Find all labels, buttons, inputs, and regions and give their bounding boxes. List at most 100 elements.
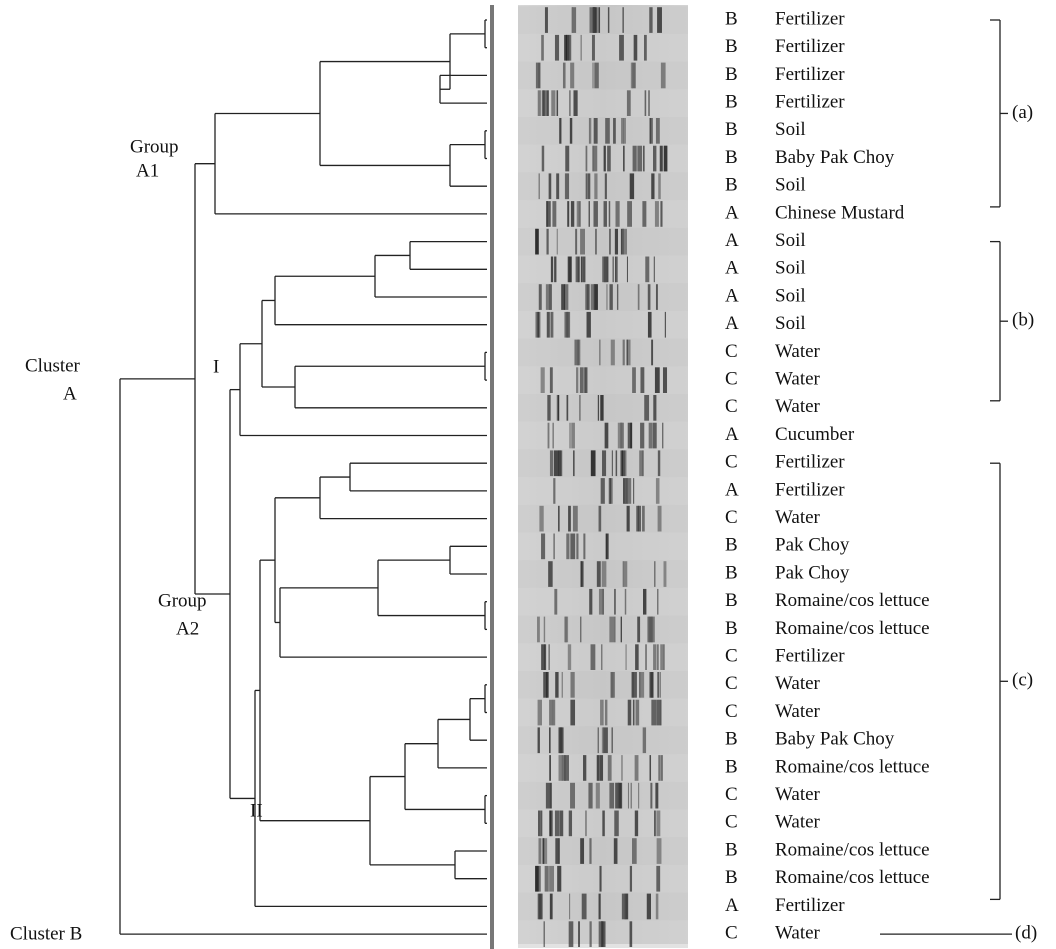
gel-band [549, 700, 553, 726]
gel-band [593, 7, 595, 33]
gel-band [547, 395, 550, 421]
gel-band [625, 589, 626, 615]
gel-band [570, 118, 572, 144]
gel-band [535, 229, 538, 255]
gel-band [570, 783, 575, 809]
gel-band [615, 229, 618, 255]
site-label: A [725, 202, 739, 223]
gel-lane [518, 117, 688, 145]
gel-band [565, 173, 569, 199]
group-label: (d) [1015, 922, 1037, 943]
gel-band [658, 173, 661, 199]
gel-band [546, 201, 551, 227]
gel-band [555, 811, 559, 837]
gel-band [564, 35, 567, 61]
gel-band [549, 727, 551, 753]
gel-band [557, 866, 561, 892]
gel-band [586, 173, 587, 199]
gel-band [663, 367, 667, 393]
gel-band [593, 201, 597, 227]
gel-band [623, 146, 625, 172]
gel-band [612, 727, 613, 753]
sample-label: Soil [775, 285, 806, 306]
gel-band [577, 340, 580, 366]
gel-band [573, 450, 574, 476]
gel-band [656, 118, 660, 144]
gel-band [656, 894, 659, 920]
gel-band [649, 7, 652, 33]
cluster-label: Group [158, 590, 207, 611]
site-label: A [725, 285, 739, 306]
gel-band [608, 755, 612, 781]
gel-band [662, 423, 663, 449]
cluster-label: Cluster [25, 355, 81, 376]
gel-band [638, 506, 639, 532]
cluster-label: II [250, 800, 263, 821]
gel-band [654, 811, 656, 837]
gel-band [626, 894, 629, 920]
gel-band [589, 589, 592, 615]
gel-band [543, 672, 547, 698]
gel-band [592, 35, 595, 61]
gel-band [639, 672, 640, 698]
gel-band [609, 201, 610, 227]
gel-lane [518, 865, 688, 893]
site-label: B [725, 756, 738, 777]
gel-band [545, 7, 548, 33]
site-label: B [725, 8, 738, 29]
cluster-label: Cluster B [10, 923, 82, 944]
gel-band [540, 811, 541, 837]
gel-band [597, 561, 601, 587]
gel-band [591, 450, 596, 476]
gel-band [538, 727, 540, 753]
site-label: C [725, 507, 738, 528]
gel-band [599, 894, 601, 920]
site-label: B [725, 175, 738, 196]
site-label: B [725, 867, 738, 888]
gel-band [648, 312, 652, 338]
gel-band [616, 201, 620, 227]
gel-band [632, 672, 634, 698]
cluster-label: I [213, 356, 219, 377]
gel-band [660, 146, 663, 172]
gel-band [645, 90, 647, 116]
gel-band [628, 783, 629, 809]
gel-band [627, 340, 628, 366]
gel-band [573, 506, 578, 532]
gel-band [637, 617, 640, 643]
gel-band [643, 146, 645, 172]
gel-band [570, 534, 575, 560]
gel-band [541, 367, 545, 393]
gel-band [553, 700, 556, 726]
gel-band [588, 783, 592, 809]
gel-band [632, 367, 636, 393]
gel-band [602, 257, 607, 283]
gel-band [556, 90, 557, 116]
gel-band [635, 644, 639, 670]
gel-band [552, 423, 553, 449]
gel-band [560, 811, 564, 837]
gel-band [600, 700, 602, 726]
site-label: A [725, 258, 739, 279]
gel-band [651, 173, 654, 199]
gel-band [539, 866, 541, 892]
gel-band [570, 700, 575, 726]
gel-band [656, 866, 660, 892]
gel-band [631, 783, 632, 809]
gel-band [637, 146, 642, 172]
gel-band [606, 284, 607, 310]
gel-band [619, 35, 624, 61]
gel-band [583, 755, 586, 781]
gel-band [566, 534, 569, 560]
sample-label: Water [775, 673, 821, 694]
gel-band [549, 755, 551, 781]
site-label: C [725, 784, 738, 805]
gel-band [650, 755, 652, 781]
gel-band [578, 201, 580, 227]
gel-band [647, 894, 651, 920]
site-label: C [725, 812, 738, 833]
gel-band [609, 617, 614, 643]
gel-band [538, 90, 541, 116]
gel-band [554, 589, 557, 615]
gel-band [612, 450, 613, 476]
